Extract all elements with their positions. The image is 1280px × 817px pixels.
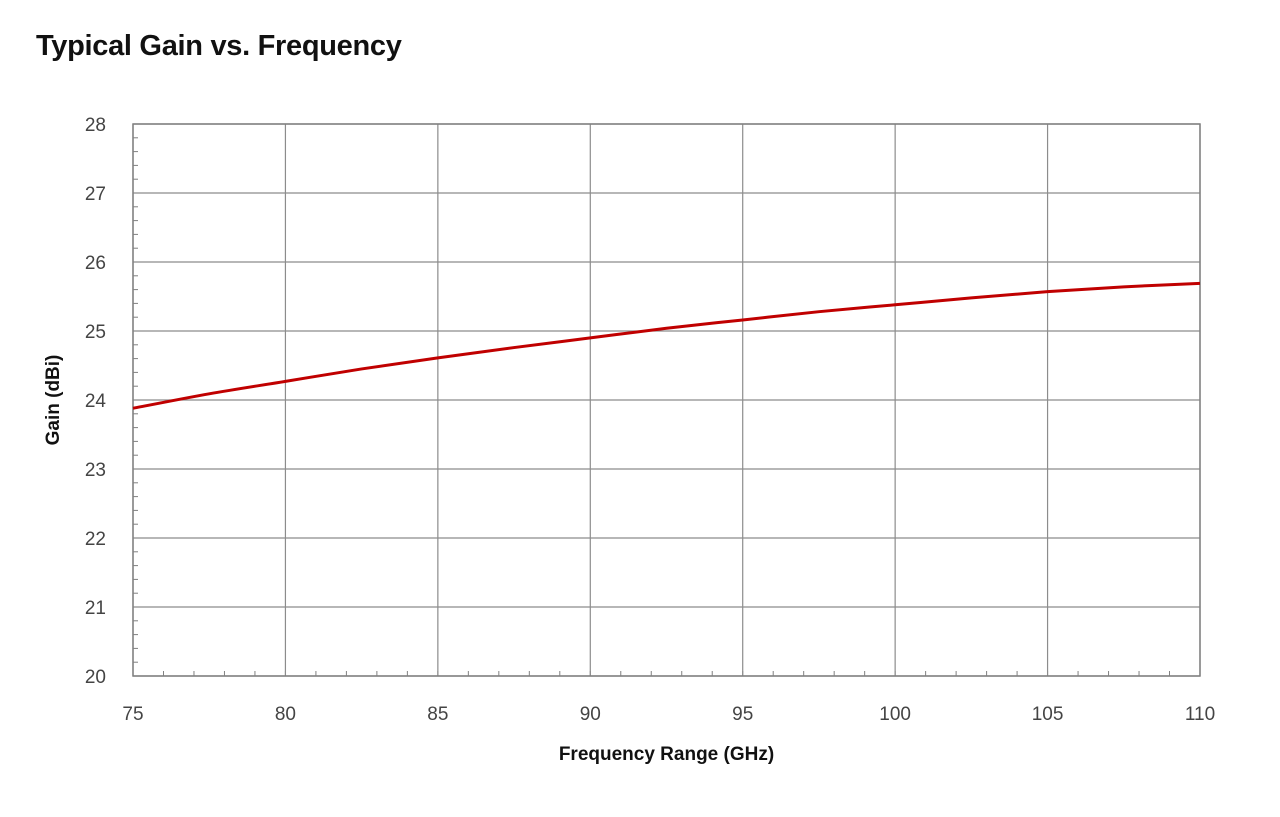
x-tick-label: 80 [275, 704, 296, 725]
y-tick-label: 27 [85, 184, 106, 205]
y-axis-title: Gain (dBi) [43, 355, 64, 446]
x-tick-label: 95 [732, 704, 753, 725]
gain-series-line [132, 281, 1201, 410]
x-tick-label: 75 [122, 704, 143, 725]
y-tick-label: 20 [85, 667, 106, 688]
series-layer [132, 281, 1201, 410]
y-tick-label: 28 [85, 115, 106, 136]
y-tick-label: 26 [85, 253, 106, 274]
plot-frame [132, 123, 1201, 677]
grid-lines [132, 123, 1201, 677]
y-tick-label: 21 [85, 598, 106, 619]
y-tick-labels: 20 21 22 23 24 25 26 27 28 [85, 115, 107, 688]
x-tick-label: 85 [427, 704, 448, 725]
y-tick-label: 24 [85, 391, 107, 412]
x-tick-label: 105 [1032, 704, 1064, 725]
x-axis-title: Frequency Range (GHz) [559, 744, 774, 765]
x-tick-label: 100 [879, 704, 911, 725]
x-tick-labels: 75 80 85 90 95 100 105 110 [122, 704, 1215, 725]
x-tick-label: 110 [1185, 704, 1215, 725]
y-tick-label: 23 [85, 460, 106, 481]
chart-title: Typical Gain vs. Frequency [36, 30, 402, 62]
y-tick-label: 25 [85, 322, 106, 343]
y-tick-label: 22 [85, 529, 106, 550]
x-tick-label: 90 [580, 704, 601, 725]
